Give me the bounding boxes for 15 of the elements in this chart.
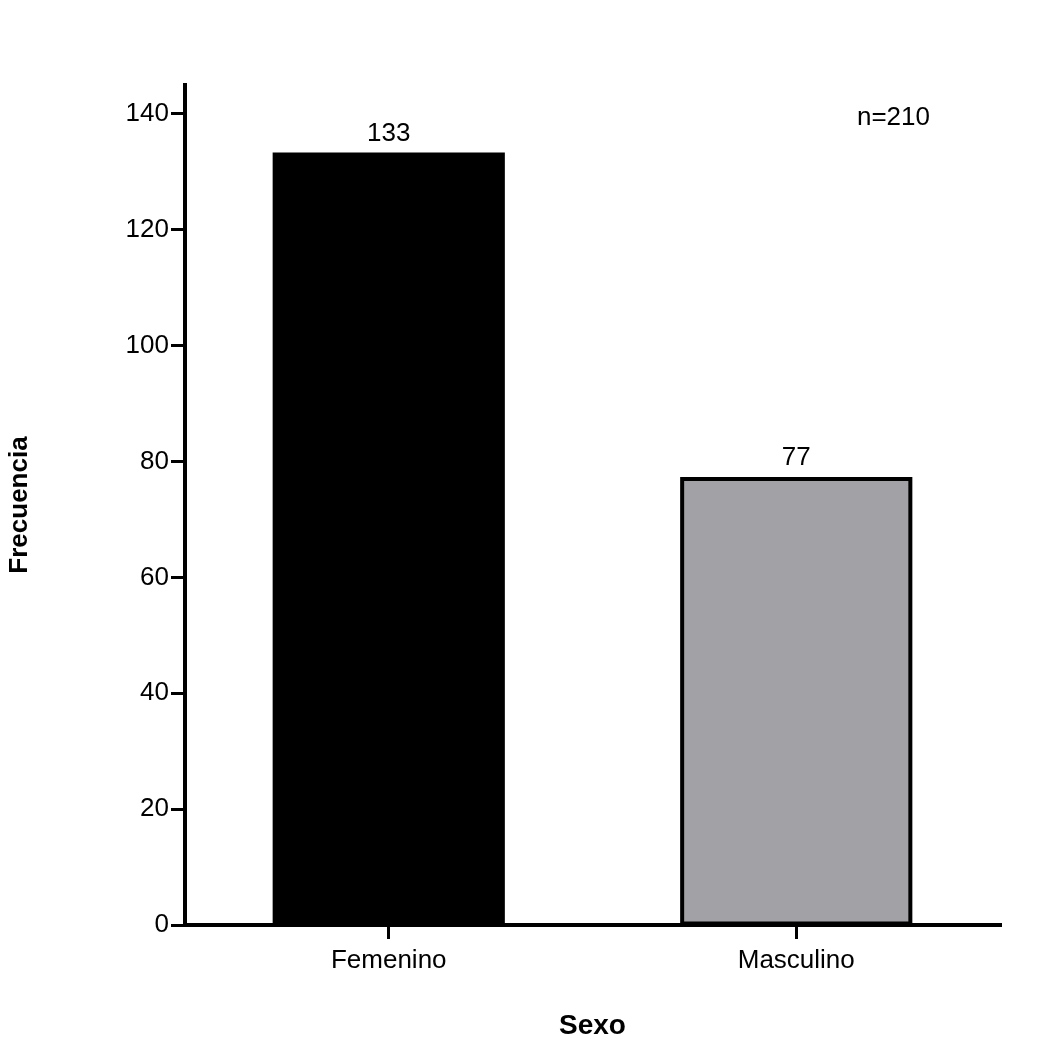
y-axis-title: Frecuencia	[2, 435, 33, 574]
y-tick-label: 120	[125, 213, 169, 243]
y-tick-label: 80	[140, 444, 169, 475]
y-tick-label: 40	[140, 676, 169, 707]
data-label: 133	[367, 116, 411, 147]
y-tick-label: 0	[154, 908, 169, 939]
x-tick-label: Femenino	[330, 943, 447, 974]
annotation: n=210	[856, 101, 930, 132]
y-tick-label: 60	[140, 560, 169, 591]
y-tick-label: 140	[125, 97, 169, 128]
y-tick-label: 20	[140, 792, 169, 823]
data-label: 77	[781, 441, 811, 472]
x-tick-label: Masculino	[737, 943, 855, 974]
x-axis-title: Sexo	[559, 1008, 626, 1040]
y-tick-label: 100	[125, 328, 169, 359]
